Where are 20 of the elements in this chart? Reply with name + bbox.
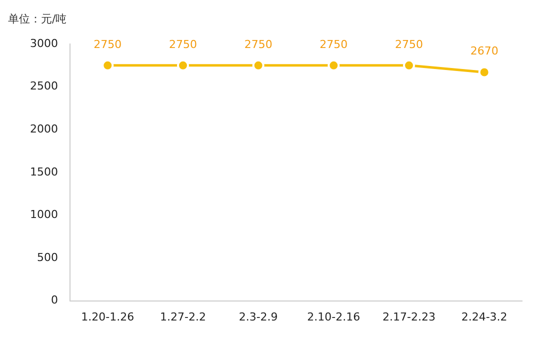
data-label: 2750: [395, 38, 423, 51]
x-tick-label: 2.3-2.9: [238, 310, 278, 324]
x-tick-label: 1.20-1.26: [81, 310, 134, 324]
data-label: 2750: [244, 38, 272, 51]
x-tick-label: 2.24-3.2: [461, 310, 508, 324]
y-tick-label: 1500: [30, 165, 58, 178]
y-axis-title: 单位：元/吨: [8, 12, 67, 26]
x-tick-label: 1.27-2.2: [160, 310, 206, 324]
y-tick-label: 1000: [30, 208, 58, 222]
data-label: 2750: [94, 38, 122, 51]
x-tick-label: 2.17-2.23: [382, 310, 436, 324]
y-tick-label: 0: [50, 294, 58, 307]
y-tick-label: 3000: [30, 36, 58, 50]
y-tick-label: 2500: [30, 80, 58, 93]
data-label: 2750: [168, 38, 197, 51]
y-tick-label: 500: [36, 250, 58, 264]
y-tick-label: 2000: [30, 122, 58, 136]
data-label: 2670: [470, 44, 498, 58]
x-tick-label: 2.10-2.16: [307, 310, 360, 324]
data-label: 2750: [320, 38, 348, 51]
